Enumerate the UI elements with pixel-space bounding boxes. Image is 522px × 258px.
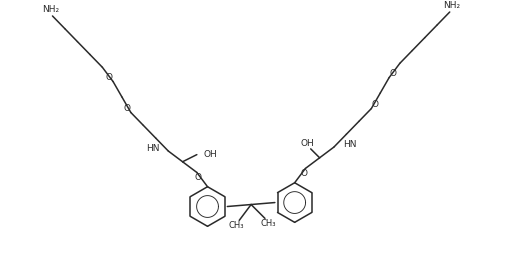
Text: NH₂: NH₂ — [42, 5, 59, 13]
Text: O: O — [105, 73, 113, 82]
Text: HN: HN — [343, 140, 357, 149]
Text: CH₃: CH₃ — [229, 221, 244, 230]
Text: OH: OH — [301, 139, 315, 148]
Text: O: O — [389, 69, 397, 78]
Text: CH₃: CH₃ — [260, 219, 276, 228]
Text: O: O — [301, 169, 307, 178]
Text: O: O — [123, 104, 130, 113]
Text: OH: OH — [204, 150, 218, 159]
Text: O: O — [195, 173, 201, 182]
Text: NH₂: NH₂ — [443, 1, 460, 10]
Text: HN: HN — [146, 144, 159, 152]
Text: O: O — [372, 100, 379, 109]
